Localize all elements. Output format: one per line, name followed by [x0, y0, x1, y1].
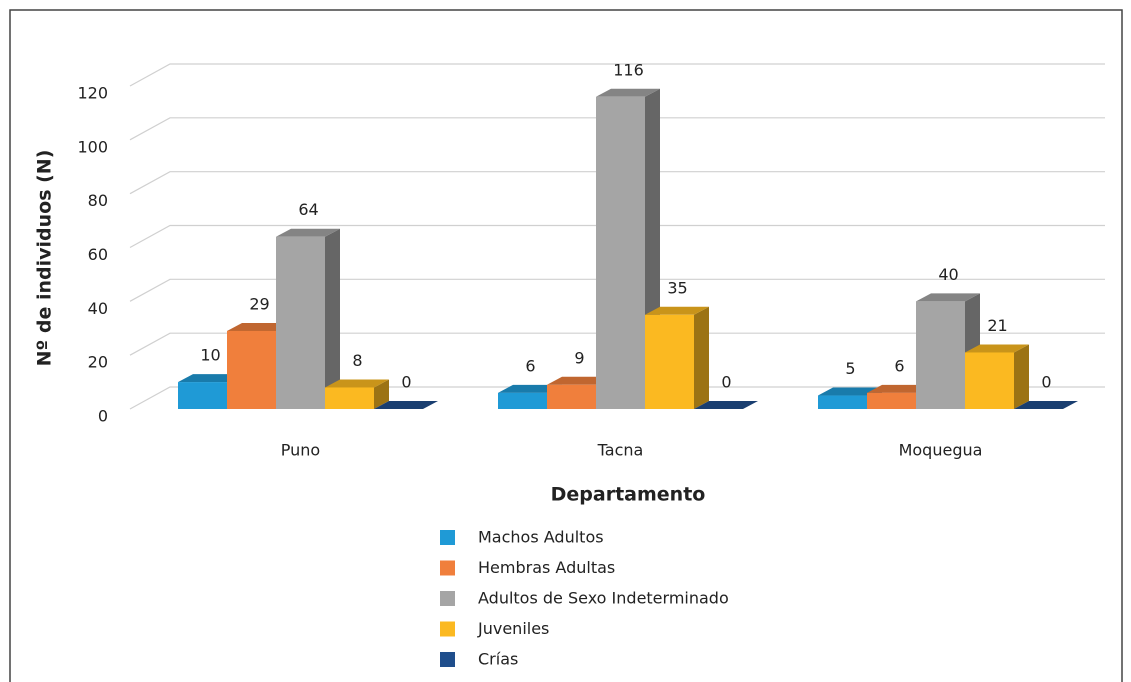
grid-line: [129, 171, 1105, 195]
value-label: 64: [298, 200, 318, 219]
bar: [276, 236, 325, 409]
bar: [325, 387, 374, 409]
value-label: 9: [574, 348, 584, 367]
value-label: 29: [249, 294, 269, 313]
bar-top: [227, 322, 291, 331]
y-tick-label: 40: [88, 299, 108, 318]
legend-swatch: [440, 621, 455, 637]
legend-swatch: [440, 652, 455, 667]
bar: [596, 96, 645, 410]
legend-label: Machos Adultos: [478, 528, 604, 547]
grid-line: [129, 117, 1105, 141]
value-label: 40: [938, 265, 958, 284]
bar-top: [596, 88, 660, 97]
x-tick-label: Puno: [281, 441, 320, 460]
bar: [498, 392, 547, 409]
bar-top: [325, 379, 389, 388]
bar: [818, 395, 867, 409]
bar-top: [276, 228, 340, 237]
x-tick-label: Moquegua: [899, 441, 983, 460]
grid-line: [129, 332, 1105, 356]
legend-swatch: [440, 560, 455, 576]
bar: [916, 301, 965, 409]
legend-label: Crías: [478, 650, 518, 669]
value-label: 0: [721, 373, 731, 392]
value-label: 5: [845, 359, 855, 378]
grid-line: [129, 386, 1105, 410]
bar-top: [694, 401, 758, 409]
bar: [867, 392, 916, 409]
legend-swatch: [440, 591, 455, 606]
bar: [227, 330, 276, 409]
y-axis-title: Nº de individuos (N): [34, 150, 56, 367]
value-label: 6: [894, 356, 904, 375]
legend-label: Adultos de Sexo Indeterminado: [478, 589, 729, 608]
value-label: 0: [401, 373, 411, 392]
value-label: 35: [667, 278, 687, 297]
bar-top: [547, 376, 611, 385]
bar-top: [498, 384, 562, 393]
value-label: 116: [613, 60, 644, 79]
x-tick-label: Tacna: [597, 441, 644, 460]
bar-side: [374, 379, 389, 409]
y-tick-label: 80: [88, 191, 108, 210]
frame: [9, 9, 1123, 682]
bar-top: [818, 387, 882, 396]
legend-label: Juveniles: [477, 619, 549, 638]
y-tick-label: 20: [88, 353, 108, 372]
y-tick-label: 100: [77, 137, 108, 156]
bar-side: [694, 306, 709, 409]
bar: [547, 384, 596, 409]
bar-top: [1014, 401, 1078, 409]
bar: [645, 314, 694, 409]
bar-top: [645, 306, 709, 315]
bar-top: [178, 374, 242, 383]
bar-top: [965, 344, 1029, 353]
value-label: 0: [1041, 373, 1051, 392]
bar-top: [916, 293, 980, 302]
value-label: 6: [525, 356, 535, 375]
bar-side: [325, 228, 340, 409]
legend-label: Hembras Adultas: [478, 558, 615, 577]
bar-side: [1014, 344, 1029, 409]
grid-line: [129, 278, 1105, 302]
x-axis-title: Departamento: [551, 484, 706, 506]
bar: [178, 382, 227, 409]
grid-line: [129, 224, 1105, 249]
bar-top: [374, 401, 438, 409]
bar-top: [867, 384, 931, 393]
value-label: 21: [987, 316, 1007, 335]
value-label: 10: [200, 346, 220, 365]
grid-line: [129, 63, 1105, 87]
y-tick-label: 60: [88, 245, 108, 264]
y-tick-label: 0: [98, 407, 108, 426]
legend-swatch: [440, 530, 455, 545]
value-label: 8: [352, 351, 362, 370]
bar: [965, 352, 1014, 409]
y-tick-label: 120: [77, 84, 108, 103]
